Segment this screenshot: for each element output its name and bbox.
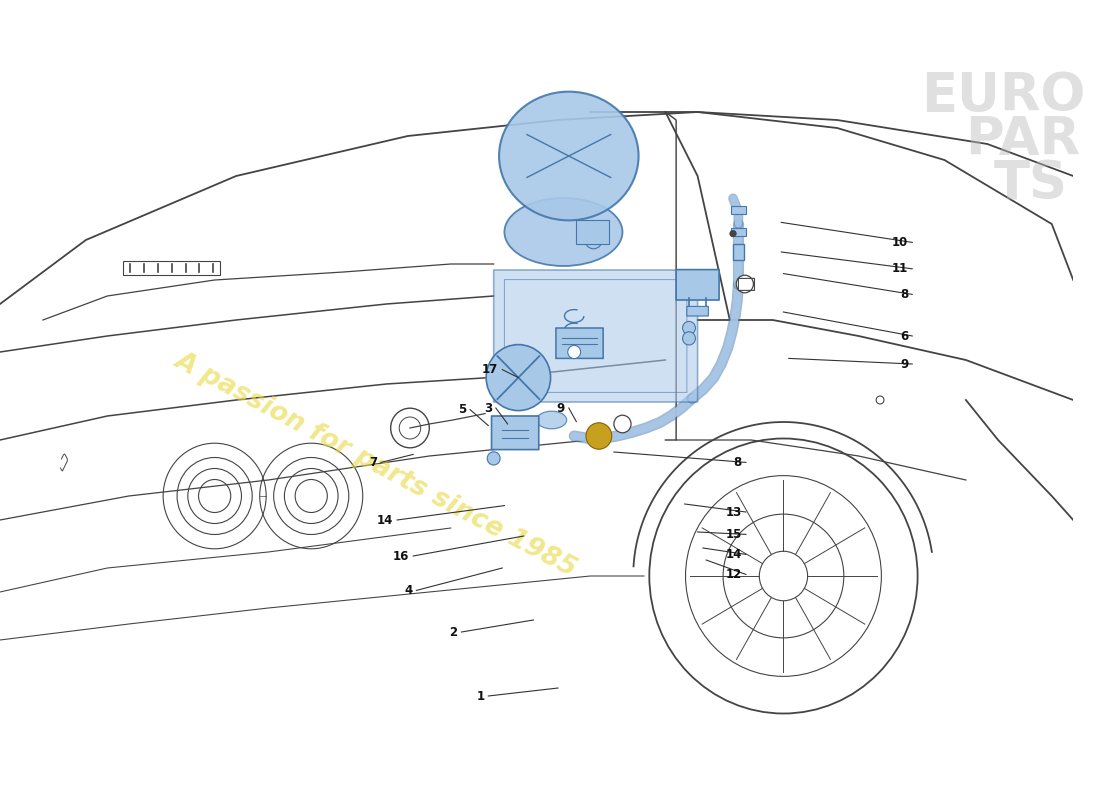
Text: EURO: EURO xyxy=(922,70,1086,122)
Text: 14: 14 xyxy=(377,514,393,526)
Text: 5: 5 xyxy=(458,403,466,416)
Text: TS: TS xyxy=(993,158,1067,210)
Circle shape xyxy=(614,415,631,433)
Text: PAR: PAR xyxy=(965,114,1080,166)
Ellipse shape xyxy=(537,411,566,429)
Text: 12: 12 xyxy=(726,568,742,581)
Circle shape xyxy=(568,346,581,358)
Text: 15: 15 xyxy=(726,528,742,541)
Text: 8: 8 xyxy=(734,456,742,469)
Text: 9: 9 xyxy=(900,358,909,370)
Text: 7: 7 xyxy=(368,456,377,469)
Text: 2: 2 xyxy=(450,626,458,638)
FancyBboxPatch shape xyxy=(676,270,719,300)
Text: 17: 17 xyxy=(482,363,498,376)
Text: 9: 9 xyxy=(557,402,565,414)
Text: 10: 10 xyxy=(892,236,909,249)
FancyBboxPatch shape xyxy=(556,328,603,358)
Bar xyxy=(123,261,220,275)
FancyBboxPatch shape xyxy=(492,416,539,450)
Ellipse shape xyxy=(505,198,623,266)
Circle shape xyxy=(399,417,420,439)
Text: 13: 13 xyxy=(726,506,742,518)
Text: 11: 11 xyxy=(892,262,909,275)
Text: 8: 8 xyxy=(900,288,909,301)
Text: 🐴: 🐴 xyxy=(62,455,68,465)
Circle shape xyxy=(736,275,754,293)
Circle shape xyxy=(487,452,500,465)
FancyBboxPatch shape xyxy=(733,244,744,260)
Text: 4: 4 xyxy=(405,584,412,597)
Text: 6: 6 xyxy=(900,330,909,342)
Text: 3: 3 xyxy=(484,402,492,414)
Circle shape xyxy=(486,345,551,410)
Bar xyxy=(576,220,608,244)
Circle shape xyxy=(683,322,695,334)
Circle shape xyxy=(683,332,695,345)
FancyBboxPatch shape xyxy=(494,270,697,402)
Circle shape xyxy=(729,230,736,237)
Bar xyxy=(730,228,746,236)
FancyBboxPatch shape xyxy=(686,306,708,316)
Ellipse shape xyxy=(499,92,639,220)
Text: 14: 14 xyxy=(726,548,742,561)
Circle shape xyxy=(586,423,612,450)
Bar xyxy=(730,206,746,214)
Circle shape xyxy=(390,408,429,448)
Circle shape xyxy=(585,231,602,249)
Text: 1: 1 xyxy=(476,690,484,702)
Text: 16: 16 xyxy=(393,550,409,562)
Text: A passion for parts since 1985: A passion for parts since 1985 xyxy=(170,346,581,582)
